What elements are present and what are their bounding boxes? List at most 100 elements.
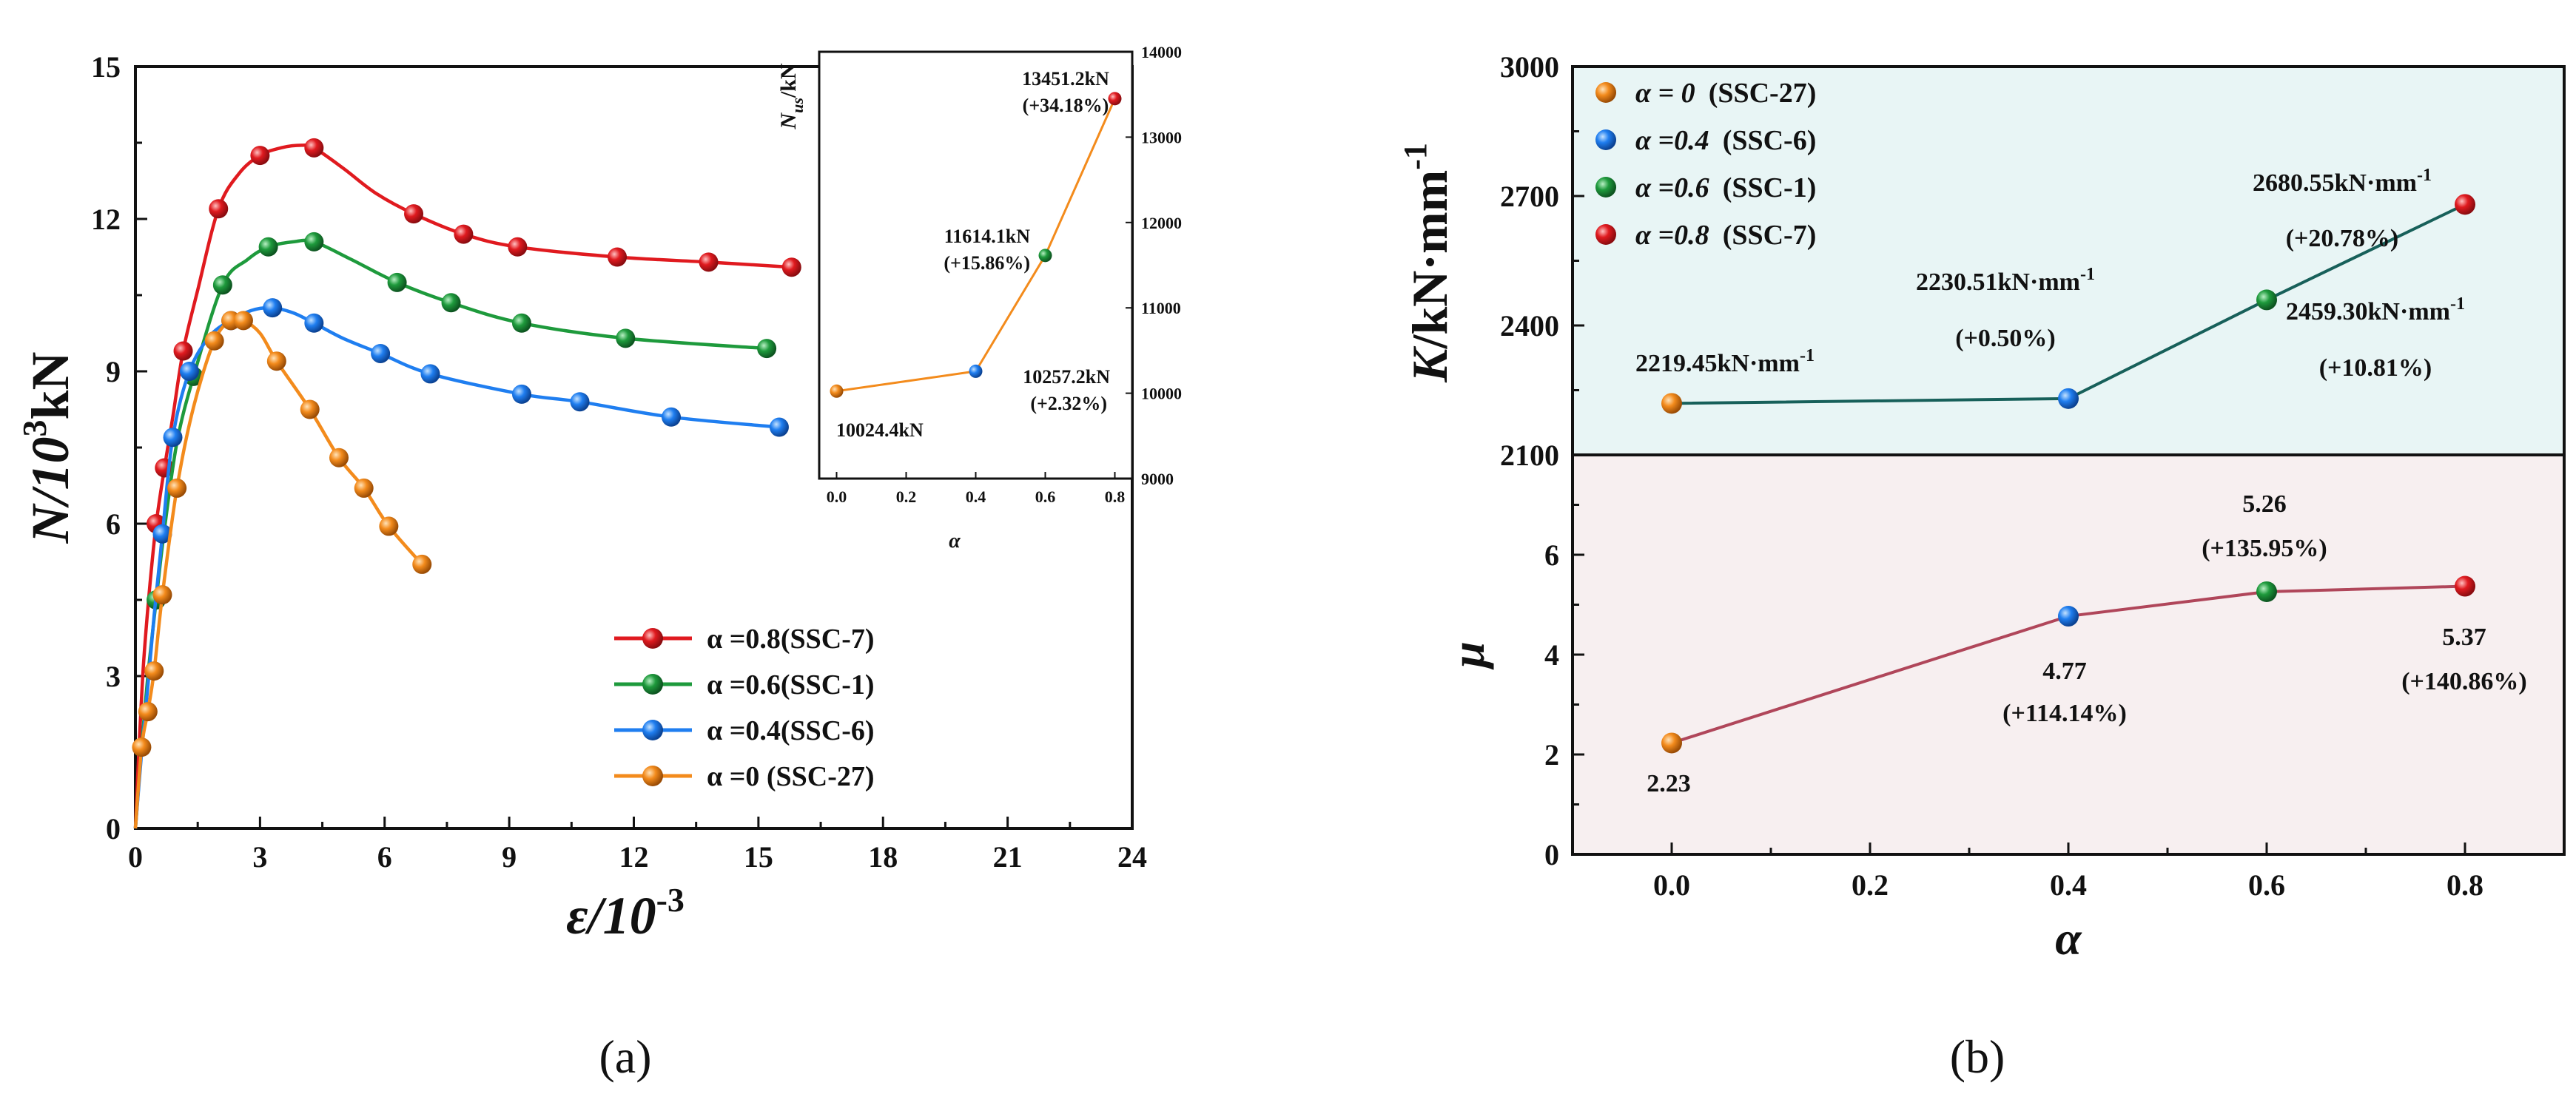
data-point bbox=[412, 554, 432, 574]
b-bottom-change-label: (+140.86%) bbox=[2401, 668, 2527, 695]
b-bottom-value-label: 2.23 bbox=[1647, 770, 1691, 797]
inset-data-point bbox=[1038, 249, 1052, 263]
chart-a-legend: α =0.8(SSC-7) α =0.6(SSC-1) α =0.4(SSC-6) α… bbox=[614, 624, 875, 792]
b-bottom-data-point bbox=[2256, 581, 2277, 602]
data-point bbox=[420, 364, 440, 384]
data-point bbox=[304, 313, 324, 333]
inset-y-tick-label: 14000 bbox=[1141, 43, 1182, 61]
legend-marker bbox=[642, 674, 663, 695]
data-point bbox=[511, 384, 531, 404]
data-point bbox=[209, 199, 229, 219]
data-point bbox=[304, 138, 324, 158]
data-point bbox=[152, 585, 172, 605]
b-bottom-change-label: (+114.14%) bbox=[2002, 700, 2127, 727]
inset-x-tick-label: 0.0 bbox=[827, 487, 847, 506]
b-x-tick-label: 0.6 bbox=[2248, 868, 2285, 902]
y-tick-label: 15 bbox=[91, 50, 121, 84]
data-point bbox=[212, 275, 232, 295]
b-top-y-tick-label: 3000 bbox=[1500, 50, 1559, 84]
inset-x-tick-label: 0.6 bbox=[1035, 487, 1056, 506]
legend-label: α =0 (SSC-27) bbox=[707, 761, 875, 792]
b-top-value-label: 2459.30kN·mm-1 bbox=[2286, 294, 2465, 325]
series-line-red bbox=[133, 143, 792, 829]
b-top-value-label: 2219.45kN·mm-1 bbox=[1635, 346, 1815, 377]
inset-background bbox=[819, 52, 1132, 479]
series-line-orange bbox=[133, 317, 423, 829]
y-tick-label: 0 bbox=[106, 812, 121, 845]
b-legend-marker bbox=[1595, 177, 1616, 197]
b-legend-marker bbox=[1595, 224, 1616, 245]
data-point bbox=[300, 399, 320, 419]
inset-value-label: 13451.2kN bbox=[1022, 68, 1109, 90]
y-tick-label: 6 bbox=[106, 507, 121, 541]
data-point bbox=[371, 343, 391, 363]
data-point bbox=[163, 428, 183, 448]
b-top-change-label: (+20.78%) bbox=[2286, 225, 2399, 252]
b-top-data-point bbox=[2256, 289, 2277, 311]
b-top-value-label: 2230.51kN·mm-1 bbox=[1916, 265, 2095, 296]
inset-value-label: 10257.2kN bbox=[1023, 366, 1110, 388]
legend-marker bbox=[642, 766, 663, 786]
data-point bbox=[379, 516, 399, 536]
x-tick-label: 21 bbox=[993, 840, 1023, 874]
inset-x-tick-label: 0.8 bbox=[1105, 487, 1126, 506]
data-point bbox=[167, 478, 187, 498]
b-bottom-y-tick-label: 4 bbox=[1544, 638, 1559, 672]
data-point bbox=[179, 362, 199, 381]
b-top-series-line bbox=[1671, 203, 2466, 405]
data-point bbox=[441, 293, 461, 313]
b-top-y-tick-label: 2400 bbox=[1500, 309, 1559, 342]
b-x-tick-label: 0.4 bbox=[2050, 868, 2087, 902]
legend-label: α =0.4(SSC-6) bbox=[707, 715, 875, 746]
b-top-change-label: (+10.81%) bbox=[2319, 354, 2432, 382]
legend-label: α =0.6(SSC-1) bbox=[707, 669, 875, 700]
data-point bbox=[769, 417, 789, 437]
chart-a-ticks: 0 3 6 9 12 15 18 21 24 0 3 6 9 12 15 bbox=[91, 50, 1147, 874]
inset-ticks: 0.0 0.2 0.4 0.6 0.8 9000 10000 11000 12000 13000 1… bbox=[827, 43, 1182, 506]
chart-b-bottom-ylabel: μ bbox=[1442, 641, 1494, 670]
b-bottom-value-label: 5.26 bbox=[2242, 490, 2287, 518]
b-bottom-y-tick-label: 6 bbox=[1544, 538, 1559, 572]
b-bottom-data-point bbox=[2455, 575, 2475, 597]
b-top-change-label: (+0.50%) bbox=[1955, 325, 2056, 352]
data-point bbox=[608, 247, 628, 267]
data-point bbox=[152, 524, 172, 544]
data-point bbox=[511, 313, 531, 333]
inset-data-point bbox=[969, 364, 983, 378]
panel-label-a: (a) bbox=[599, 1030, 651, 1083]
data-point bbox=[266, 351, 286, 371]
x-tick-label: 24 bbox=[1117, 840, 1147, 874]
b-x-tick-label: 0.2 bbox=[1852, 868, 1889, 902]
chart-b: 0.0 0.2 0.4 0.6 0.8 2100 2400 2700 3000 0 2 4 6 2219… bbox=[1397, 50, 2566, 965]
inset-data-point bbox=[1108, 92, 1122, 106]
inset-y-tick-label: 11000 bbox=[1141, 299, 1181, 317]
chart-b-ticks: 0.0 0.2 0.4 0.6 0.8 2100 2400 2700 3000 0 2 4 6 bbox=[1500, 50, 2483, 902]
panel-label-b: (b) bbox=[1950, 1030, 2005, 1083]
data-point bbox=[329, 448, 349, 467]
data-point bbox=[250, 146, 270, 166]
data-point bbox=[616, 328, 636, 348]
b-top-data-point bbox=[2455, 194, 2475, 215]
chart-a-xlabel: ε/10-3 bbox=[566, 881, 685, 945]
b-bottom-value-label: 5.37 bbox=[2442, 624, 2486, 651]
x-tick-label: 12 bbox=[619, 840, 649, 874]
chart-b-bottom-background bbox=[1573, 455, 2564, 854]
chart-a-ylabel: N/103kN bbox=[16, 351, 80, 544]
inset-xlabel: α bbox=[949, 530, 961, 553]
chart-b-series: 2219.45kN·mm-1 2230.51kN·mm-1 (+0.50%) 2459… bbox=[1635, 166, 2527, 797]
data-point bbox=[144, 661, 164, 681]
b-legend-label: α =0.4 (SSC-6) bbox=[1635, 125, 1816, 156]
chart-b-legend: α = 0 (SSC-27) α =0.4 (SSC-6) α =0.6 (SSC-1) α… bbox=[1595, 78, 1816, 251]
inset-data-point bbox=[830, 384, 844, 398]
b-bottom-series-line bbox=[1671, 584, 2466, 745]
inset-x-tick-label: 0.4 bbox=[966, 487, 986, 506]
chart-b-top-ylabel: K/kN·mm-1 bbox=[1397, 143, 1458, 383]
chart-b-xlabel: α bbox=[2055, 912, 2082, 965]
b-bottom-y-tick-label: 0 bbox=[1544, 838, 1559, 871]
data-point bbox=[757, 339, 777, 359]
b-x-tick-label: 0.0 bbox=[1653, 868, 1690, 902]
inset-y-tick-label: 12000 bbox=[1141, 214, 1182, 232]
inset-series-line bbox=[836, 98, 1116, 393]
x-tick-label: 18 bbox=[868, 840, 898, 874]
